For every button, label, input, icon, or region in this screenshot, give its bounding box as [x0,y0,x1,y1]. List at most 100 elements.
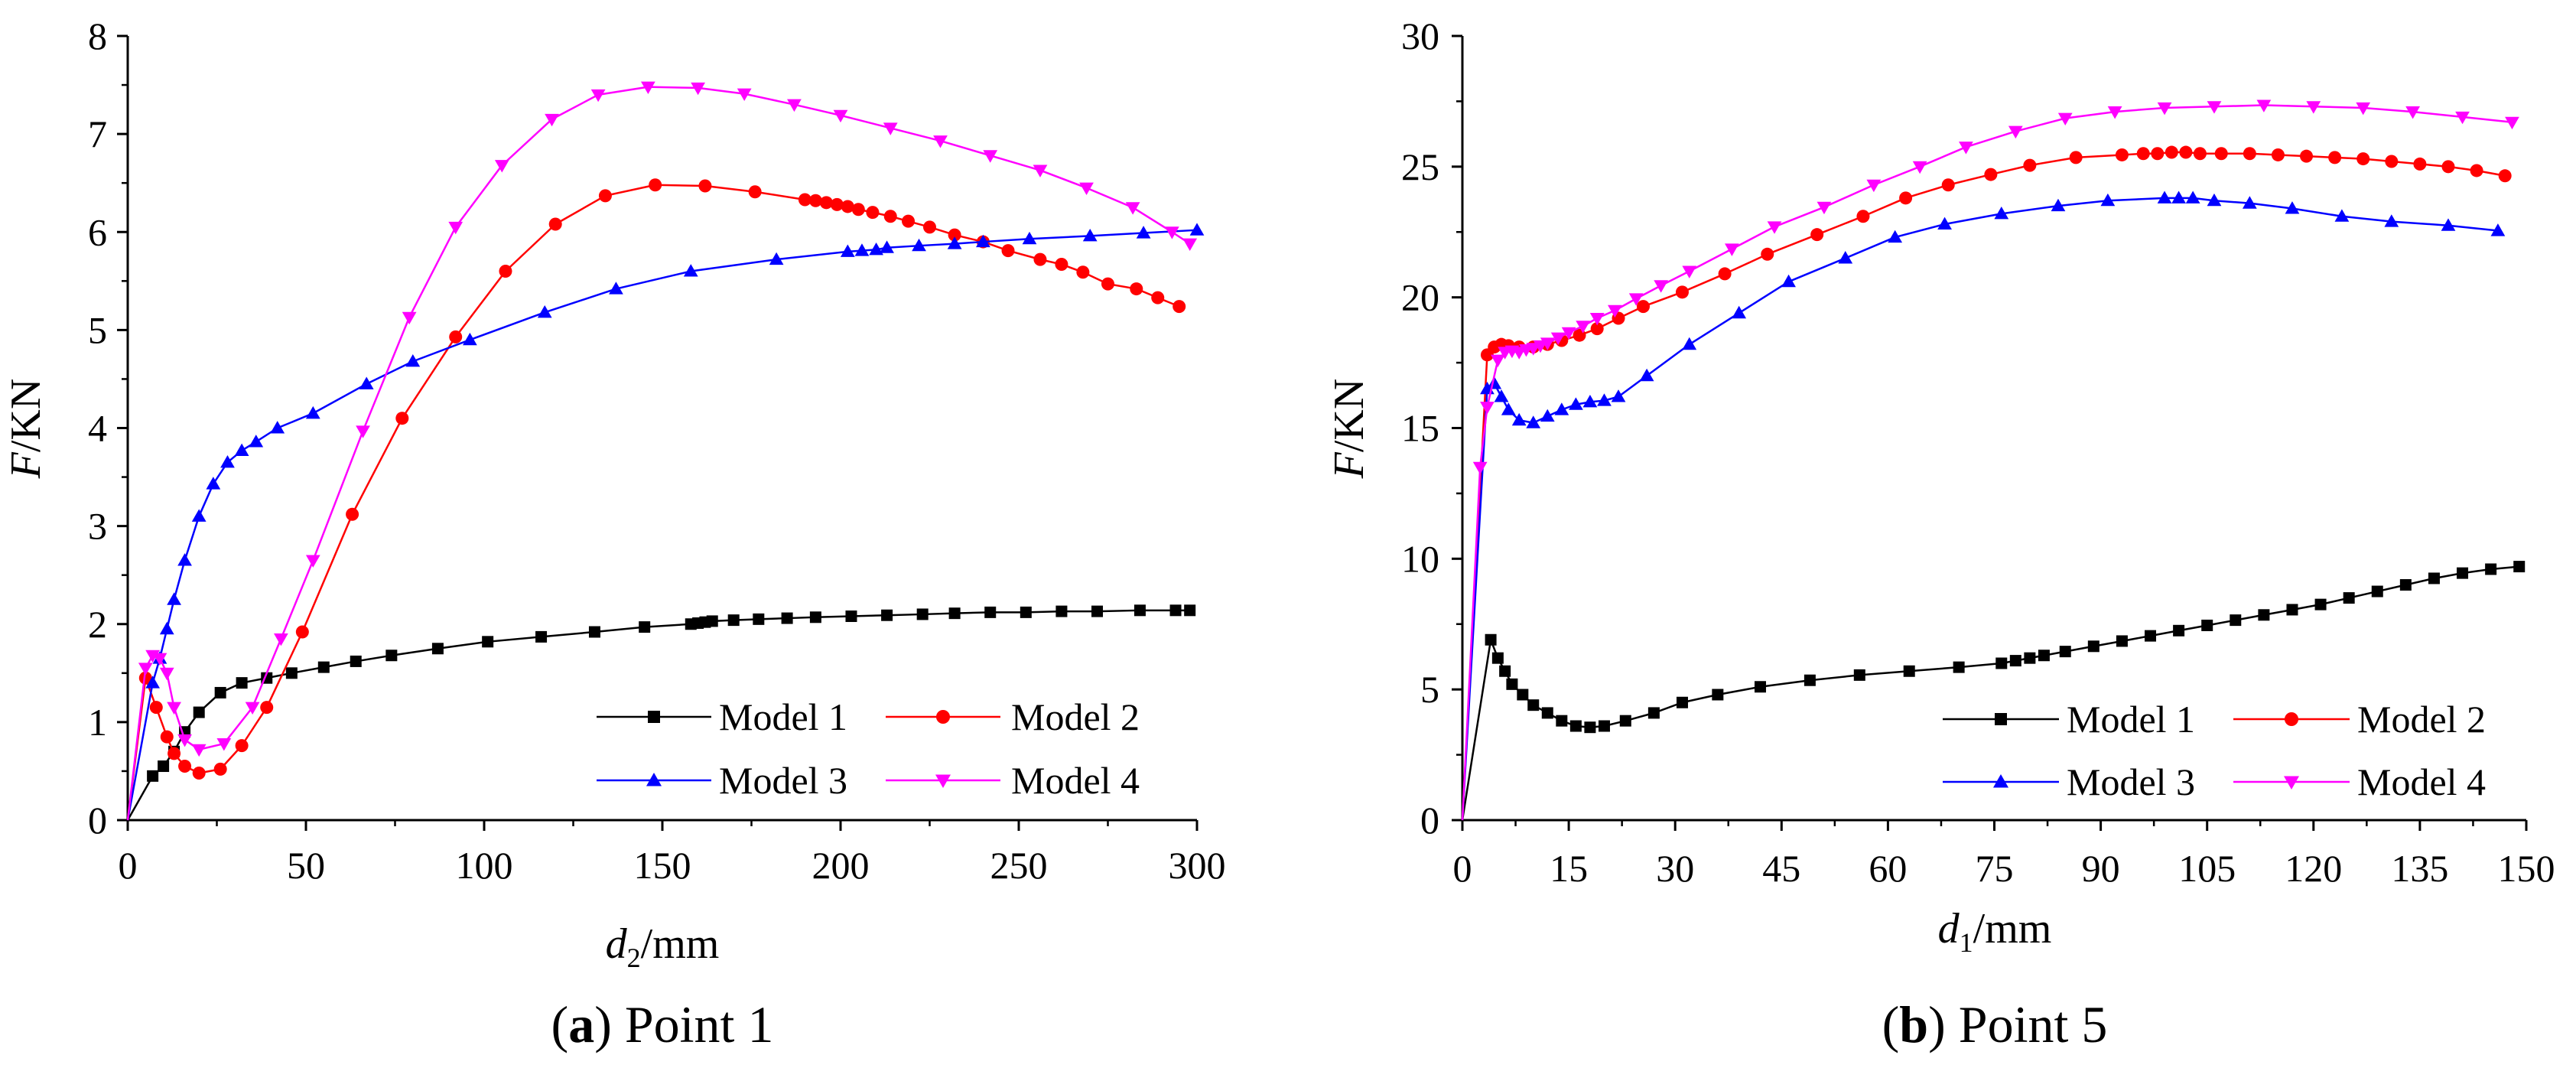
y-tick-label: 3 [88,505,107,548]
x-tick-label: 45 [1762,847,1800,890]
data-point [947,236,962,249]
data-point [1487,376,1502,389]
data-point [138,663,153,676]
data-point [2470,164,2483,177]
legend-marker [936,710,950,724]
data-point [260,701,274,715]
data-point [2399,579,2412,591]
data-point [1636,300,1650,314]
data-point [1540,337,1555,350]
y-tick-label: 20 [1401,276,1439,319]
y-tick-label: 2 [88,603,107,646]
data-point [851,203,865,217]
data-point [1853,669,1865,681]
data-point [249,435,264,448]
data-point [883,122,898,135]
legend-label: Model 1 [2067,698,2195,741]
data-point [1485,633,1497,646]
x-axis-subscript: 2 [627,943,641,973]
data-point [2356,102,2371,116]
x-tick-label: 250 [990,844,1048,887]
data-point [1550,332,1566,345]
series-line [1461,104,2513,821]
y-axis-variable: F [1325,451,1373,479]
data-point [1953,661,1965,673]
data-point [1091,605,1104,617]
panel-caption: (b) Point 5 [1882,995,2108,1053]
data-point [346,507,359,521]
data-point [1590,322,1604,336]
data-point [1494,389,1509,402]
data-point [798,193,812,207]
legend-item: Model 1 [597,695,847,738]
x-axis-variable: d [606,920,628,968]
data-point [245,702,260,715]
x-tick-label: 15 [1550,847,1588,890]
data-point [808,194,822,207]
caption-letter: b [1899,995,1928,1053]
data-point [1556,715,1568,727]
legend-label: Model 1 [719,695,847,738]
data-point [1130,282,1143,296]
data-point [588,626,600,638]
data-point [1561,327,1576,340]
data-point [866,206,880,220]
data-point [854,243,870,256]
legend: Model 1 Model 2 Model 3 Model 4 [597,695,1140,802]
data-point [1761,247,1774,261]
data-point [1899,191,1913,205]
data-point [2306,101,2321,114]
data-point [2151,147,2165,161]
data-point [1718,267,1732,281]
data-point [2334,209,2350,222]
data-point [1676,696,1688,708]
data-point [1582,394,1598,408]
caption-text: Point 5 [1946,995,2108,1053]
data-point [1589,312,1605,326]
data-point [482,636,494,648]
y-tick-label: 0 [1420,799,1439,842]
data-point [1682,265,1697,278]
data-point [1480,402,1495,415]
data-point [1501,402,1516,415]
data-point [1165,226,1179,239]
y-tick-label: 15 [1401,407,1439,450]
x-tick-label: 135 [2391,847,2448,890]
data-point [649,178,662,192]
data-point [1554,402,1569,415]
series-model-3 [126,223,1205,821]
legend-label: Model 2 [2357,698,2486,741]
legend-item: Model 2 [886,695,1140,738]
y-axis-variable: F [2,451,50,479]
y-axis-unit: /KN [1325,379,1373,452]
x-tick-label: 200 [812,844,870,887]
data-point [545,113,559,127]
data-point [2384,214,2399,227]
data-point [213,762,227,776]
data-point [1490,354,1505,368]
data-point [235,739,249,753]
data-point [191,509,207,522]
data-point [1995,657,2008,669]
data-point [2179,145,2193,159]
data-point [1984,168,1998,181]
x-tick-label: 300 [1169,844,1226,887]
data-point [1022,231,1037,245]
data-point [1804,674,1816,686]
data-point [149,701,163,715]
data-point [1597,393,1612,406]
data-point [706,615,718,627]
data-point [1781,274,1796,288]
data-point [1151,291,1165,304]
y-axis-title: F/KN [1325,379,1373,480]
data-point [2343,592,2355,604]
data-point [449,330,463,344]
data-point [2116,635,2128,647]
data-point [160,730,174,744]
data-point [234,443,249,456]
data-point [236,677,248,689]
data-point [317,661,330,673]
data-point [158,760,170,773]
y-tick-label: 4 [88,407,107,450]
